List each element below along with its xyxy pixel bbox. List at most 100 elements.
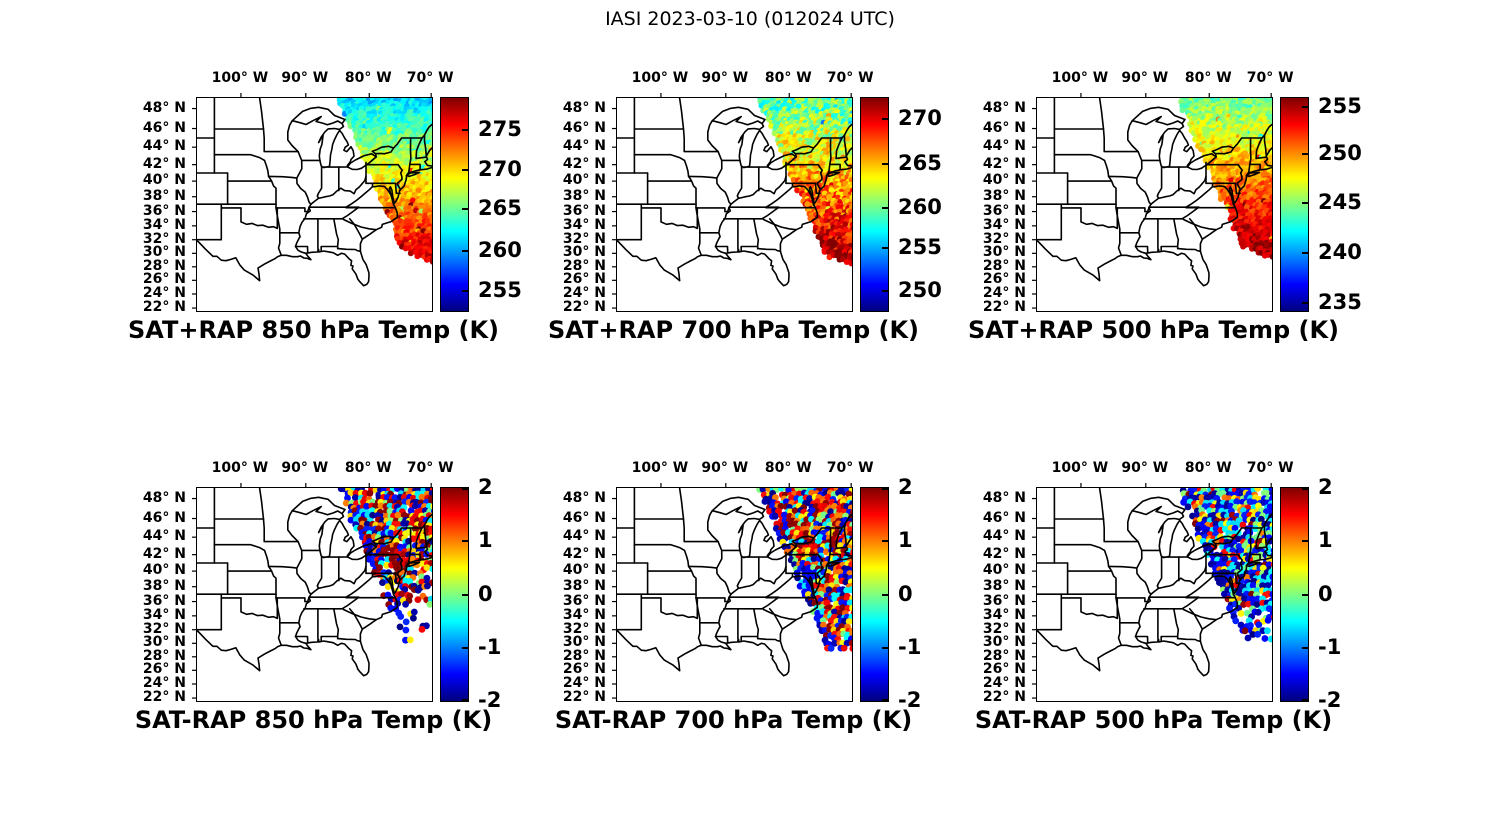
lat-tick-label: 26° N <box>562 271 606 288</box>
colorbar-tick <box>1302 593 1308 596</box>
figure-title: IASI 2023-03-10 (012024 UTC) <box>605 8 895 30</box>
colorbar-tick <box>882 246 888 249</box>
colorbar-tick-label: 270 <box>898 106 942 131</box>
colorbar-tick <box>882 593 888 596</box>
colorbar-tick-label: 0 <box>1318 581 1333 606</box>
colorbar-tick-label: -1 <box>898 634 922 659</box>
panel-title: SAT-RAP 500 hPa Temp (K) <box>974 706 1333 734</box>
lat-tick-label: 40° N <box>142 172 186 189</box>
lat-tick-label: 22° N <box>562 689 606 706</box>
colorbar-tick <box>1302 153 1308 156</box>
colorbar-gradient <box>441 98 468 311</box>
lat-tick-label: 36° N <box>142 202 186 219</box>
state-boundaries <box>196 487 433 677</box>
colorbar-tick-label: 250 <box>898 277 942 302</box>
lat-tick-label: 34° N <box>562 216 606 233</box>
colorbar-tick <box>462 593 468 596</box>
lat-tick-label: 38° N <box>982 577 1026 594</box>
lat-tick-label: 28° N <box>562 647 606 664</box>
observation-dots <box>757 98 852 267</box>
map-sat-minus-rap-500 <box>1032 483 1273 702</box>
lat-tick-label: 44° N <box>142 528 186 545</box>
lat-tick-label: 28° N <box>562 257 606 274</box>
colorbar-tick-label: 1 <box>898 528 913 553</box>
lat-tick-label: 22° N <box>142 689 186 706</box>
lat-tick-label: 32° N <box>142 620 186 637</box>
lon-tick-label: 80° W <box>344 460 392 476</box>
lat-tick-label: 26° N <box>982 661 1026 678</box>
lon-tick-label: 70° W <box>826 70 874 86</box>
state-boundaries <box>196 97 433 287</box>
lat-tick-label: 22° N <box>982 299 1026 316</box>
colorbar-tick-label: 1 <box>478 528 493 553</box>
lat-tick-label: 36° N <box>142 592 186 609</box>
lon-tick-label: 90° W <box>281 460 329 476</box>
lat-tick-label: 38° N <box>982 187 1026 204</box>
axis-ticks <box>612 93 852 309</box>
colorbar-tick-label: 255 <box>898 234 942 259</box>
colorbar-tick-label: 240 <box>1318 240 1362 265</box>
lon-tick-label: 100° W <box>1051 70 1109 86</box>
axis-ticks <box>612 483 852 699</box>
lat-tick-label: 48° N <box>142 99 186 116</box>
observation-dots <box>337 488 432 644</box>
colorbar-tick <box>1302 252 1308 255</box>
colorbar-tick-label: 2 <box>1318 475 1333 499</box>
colorbar-tick-label: -2 <box>478 688 502 712</box>
colorbar-gradient <box>1281 98 1308 311</box>
lon-tick-label: 100° W <box>211 70 269 86</box>
lat-tick-label: 42° N <box>562 545 606 562</box>
lat-tick-label: 40° N <box>982 562 1026 579</box>
lat-tick-label: 48° N <box>982 99 1026 116</box>
colorbar-tick <box>1302 488 1308 490</box>
lon-tick-label: 100° W <box>631 460 689 476</box>
lat-tick-label: 34° N <box>982 216 1026 233</box>
axis-ticks <box>192 93 432 309</box>
colorbar-tick-label: 0 <box>478 581 493 606</box>
lat-tick-label: 46° N <box>562 119 606 136</box>
colorbar-tick-label: 1 <box>1318 528 1333 553</box>
state-boundaries <box>616 487 853 677</box>
map-sat-plus-rap-850 <box>192 93 433 312</box>
colorbar-tick-label: 255 <box>1318 93 1362 118</box>
colorbar-tick <box>1302 301 1308 304</box>
lat-tick-label: 32° N <box>562 620 606 637</box>
colorbar-tick-label: 250 <box>1318 141 1362 166</box>
lat-tick-label: 24° N <box>142 675 186 691</box>
colorbar-tick-label: 260 <box>478 237 522 262</box>
colorbar-tick-label: -1 <box>478 634 502 659</box>
lat-tick-label: 44° N <box>982 528 1026 545</box>
lon-tick-label: 70° W <box>406 460 454 476</box>
colorbar-tick <box>1302 105 1308 108</box>
colorbar-gradient <box>861 98 888 311</box>
lon-tick-label: 100° W <box>1051 460 1109 476</box>
lon-tick-label: 70° W <box>826 460 874 476</box>
colorbar-tick-label: 2 <box>898 475 913 499</box>
colorbar-tick-label: -2 <box>898 688 922 712</box>
lat-tick-label: 38° N <box>562 577 606 594</box>
lat-tick-label: 34° N <box>982 606 1026 623</box>
lat-tick-label: 42° N <box>142 545 186 562</box>
colorbar-sat-minus-rap-700 <box>860 487 889 702</box>
lat-tick-label: 26° N <box>142 271 186 288</box>
observation-dots <box>1178 98 1272 260</box>
lat-tick-label: 36° N <box>562 592 606 609</box>
lat-tick-label: 30° N <box>562 634 606 651</box>
lat-tick-label: 40° N <box>562 562 606 579</box>
colorbar-tick-label: 2 <box>478 475 493 499</box>
lat-tick-label: 40° N <box>562 172 606 189</box>
colorbar-tick <box>1302 646 1308 649</box>
colorbar-tick <box>882 488 888 490</box>
lon-tick-label: 90° W <box>1121 70 1169 86</box>
colorbar-tick <box>1302 202 1308 204</box>
lon-tick-label: 80° W <box>764 460 812 476</box>
lat-tick-label: 42° N <box>982 545 1026 562</box>
lat-tick-label: 24° N <box>982 675 1026 691</box>
colorbar-tick-label: 270 <box>478 156 522 181</box>
map-sat-minus-rap-700 <box>612 483 853 702</box>
colorbar-tick <box>462 540 468 543</box>
colorbar-tick <box>882 206 888 209</box>
lat-tick-label: 40° N <box>142 562 186 579</box>
lat-tick-label: 32° N <box>982 620 1026 637</box>
lat-tick-label: 32° N <box>562 230 606 247</box>
